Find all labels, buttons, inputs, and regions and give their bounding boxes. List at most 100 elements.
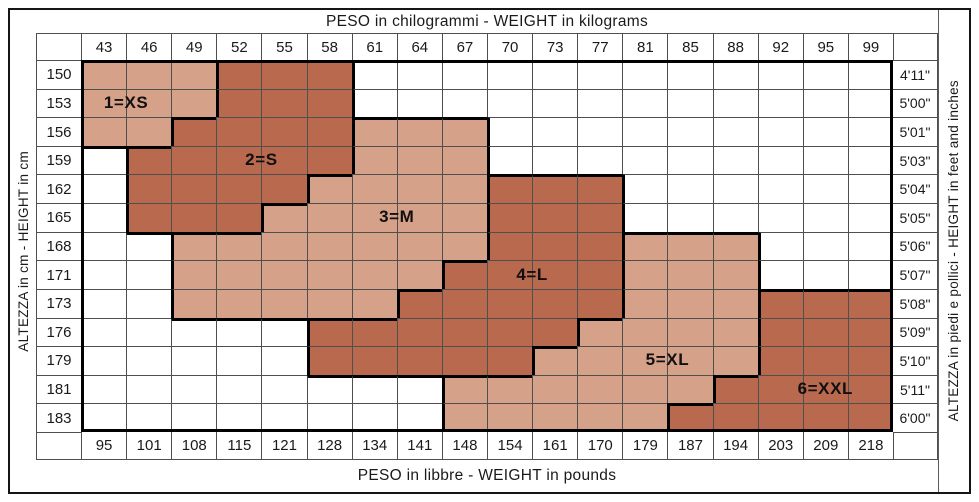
lb-tick: 108 [171, 432, 217, 460]
cell-171-77 [577, 260, 623, 289]
cell-173-61 [351, 288, 397, 318]
cell-181-52 [216, 374, 262, 404]
cell-171-49 [171, 260, 217, 289]
cell-159-92 [757, 145, 803, 175]
kg-tick: 46 [126, 33, 172, 60]
cell-168-46 [126, 231, 172, 261]
cell-171-64 [396, 260, 442, 289]
cell-159-55 [261, 145, 307, 175]
cm-tick: 156 [36, 117, 81, 146]
cell-181-70 [486, 374, 533, 404]
cell-162-95 [802, 174, 848, 204]
cell-150-92 [757, 60, 803, 89]
cell-159-64 [396, 145, 442, 175]
kg-tick: 85 [667, 33, 713, 60]
lb-tick: 209 [802, 432, 848, 460]
cell-162-81 [622, 174, 668, 204]
lb-tick: 128 [306, 432, 352, 460]
kg-tick: 52 [216, 33, 262, 60]
cell-165-81 [622, 203, 668, 232]
cell-181-99 [847, 374, 893, 404]
cm-tick: 173 [36, 288, 81, 318]
cell-153-49 [171, 88, 217, 118]
cell-181-61 [351, 374, 397, 404]
cell-171-61 [351, 260, 397, 289]
cell-153-55 [261, 88, 307, 118]
cell-179-64 [396, 346, 442, 375]
cell-162-52 [216, 174, 262, 204]
kg-tick: 95 [802, 33, 848, 60]
kg-tick: 43 [81, 33, 127, 60]
cell-171-99 [847, 260, 893, 289]
left-axis-band: ALTEZZA in cm - HEIGHT in cm [10, 10, 36, 492]
cell-183-99 [847, 403, 893, 432]
cell-165-64 [396, 203, 442, 232]
cell-156-55 [261, 117, 307, 146]
cell-156-95 [802, 117, 848, 146]
cell-165-58 [306, 203, 352, 232]
cell-171-67 [441, 260, 487, 289]
cell-181-43 [81, 374, 127, 404]
cm-tick: 165 [36, 203, 81, 232]
cell-153-88 [712, 88, 758, 118]
cell-156-61 [351, 117, 397, 146]
cell-181-67 [441, 374, 487, 404]
cell-165-67 [441, 203, 487, 232]
cell-183-61 [351, 403, 397, 432]
cell-176-88 [712, 317, 758, 347]
cell-156-77 [577, 117, 623, 146]
cell-181-92 [757, 374, 803, 404]
cell-165-92 [757, 203, 803, 232]
cm-tick: 179 [36, 346, 81, 375]
cell-171-58 [306, 260, 352, 289]
cell-150-58 [306, 60, 352, 89]
kg-tick: 99 [847, 33, 893, 60]
cell-183-85 [667, 403, 713, 432]
cell-156-52 [216, 117, 262, 146]
cell-183-49 [171, 403, 217, 432]
cell-173-46 [126, 288, 172, 318]
cell-165-77 [577, 203, 623, 232]
cell-179-77 [577, 346, 623, 375]
cell-171-52 [216, 260, 262, 289]
cell-162-70 [486, 174, 533, 204]
cell-150-85 [667, 60, 713, 89]
cell-176-81 [622, 317, 668, 347]
cell-179-61 [351, 346, 397, 375]
cell-176-61 [351, 317, 397, 347]
cell-165-70 [486, 203, 533, 232]
cell-181-46 [126, 374, 172, 404]
cell-150-46 [126, 60, 172, 89]
cell-156-43 [81, 117, 127, 146]
right-axis-band: ALTEZZA in piedi e pollici - HEIGHT in f… [937, 10, 969, 492]
cell-176-58 [306, 317, 352, 347]
cell-165-95 [802, 203, 848, 232]
cell-168-55 [261, 231, 307, 261]
cell-165-99 [847, 203, 893, 232]
chart-frame: ALTEZZA in cm - HEIGHT in cm ALTEZZA in … [8, 8, 971, 494]
cell-171-81 [622, 260, 668, 289]
cell-162-46 [126, 174, 172, 204]
cm-tick: 181 [36, 374, 81, 404]
cell-176-49 [171, 317, 217, 347]
cell-156-49 [171, 117, 217, 146]
cm-tick: 162 [36, 174, 81, 204]
left-axis-title: ALTEZZA in cm - HEIGHT in cm [15, 150, 31, 352]
cell-179-46 [126, 346, 172, 375]
kg-tick: 61 [351, 33, 397, 60]
cell-150-73 [532, 60, 578, 89]
cell-181-95 [802, 374, 848, 404]
ftin-tick: 4'11" [892, 60, 938, 89]
cell-162-64 [396, 174, 442, 204]
cell-176-77 [577, 317, 623, 347]
ftin-tick: 5'09" [892, 317, 938, 347]
cell-179-73 [532, 346, 578, 375]
cell-179-52 [216, 346, 262, 375]
lb-tick: 218 [847, 432, 893, 460]
cell-162-88 [712, 174, 758, 204]
cm-tick: 183 [36, 403, 81, 432]
cell-181-73 [532, 374, 578, 404]
cell-183-81 [622, 403, 668, 432]
cell-168-99 [847, 231, 893, 261]
cell-181-85 [667, 374, 713, 404]
